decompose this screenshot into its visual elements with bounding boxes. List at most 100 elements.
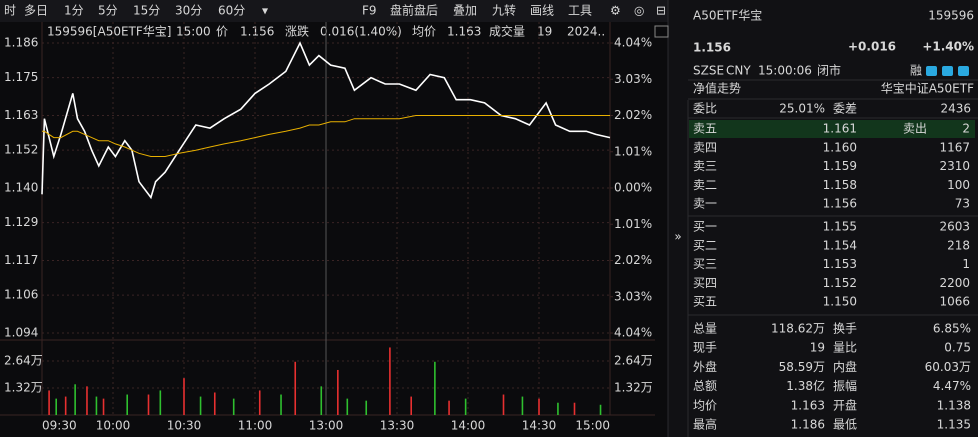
volume-bar — [126, 394, 128, 415]
bid-price: 1.153 — [823, 257, 857, 271]
tool-icon[interactable] — [942, 66, 953, 76]
y2-tick-label: 1.01% — [614, 217, 652, 231]
volume-bar — [159, 390, 162, 415]
volume-bar — [365, 400, 368, 415]
stat-label: 总额 — [693, 379, 717, 393]
nav-link[interactable]: 净值走势 — [693, 81, 741, 96]
info-text: 涨跌 — [285, 24, 309, 39]
info-text: 19 — [537, 25, 552, 39]
dropdown-icon[interactable]: ▾ — [262, 4, 268, 18]
toolbar-button[interactable]: 叠加 — [453, 4, 477, 18]
volume-bar — [147, 394, 150, 415]
volume-bar — [320, 386, 323, 415]
ask-price: 1.161 — [823, 122, 857, 136]
info-text: 15:00 — [176, 25, 211, 39]
ask-volume: 100 — [947, 178, 970, 192]
stat-value: 1.138 — [937, 398, 971, 412]
y-tick-label: 1.163 — [4, 108, 38, 122]
volume-bar — [64, 396, 67, 415]
info-text: 2024.. — [567, 25, 605, 39]
stock-name: A50ETF华宝 — [693, 9, 762, 23]
volume-bar — [410, 396, 412, 415]
stat-value: 0.75 — [944, 341, 971, 355]
toolbar-tab[interactable]: 60分 — [218, 4, 245, 18]
y2-tick-label: 3.03% — [614, 289, 652, 303]
toolbar-tab[interactable]: 时 — [4, 4, 16, 18]
meta-text: 闭市 — [817, 63, 841, 78]
volume-bar — [337, 369, 339, 415]
info-text: 0.016(1.40%) — [320, 25, 402, 39]
volume-tick-label: 1.32万 — [614, 380, 653, 394]
toolbar-button[interactable]: 盘前盘后 — [390, 3, 438, 18]
y-tick-label: 1.175 — [4, 70, 38, 84]
toolbar-tab[interactable]: 多日 — [24, 4, 48, 18]
toolbar-tab[interactable]: 15分 — [133, 4, 160, 18]
volume-bar — [502, 394, 505, 415]
y2-tick-label: 0.00% — [614, 181, 652, 195]
info-text: 159596[A50ETF华宝] — [47, 25, 171, 39]
volume-bar — [346, 398, 349, 415]
stat-label: 现手 — [693, 341, 717, 355]
ask-label: 卖四 — [693, 140, 717, 154]
bid-price: 1.150 — [823, 295, 857, 309]
stat-label: 振幅 — [833, 378, 857, 393]
order-ratio-label: 委比 — [693, 102, 717, 116]
y-tick-label: 1.152 — [4, 143, 38, 157]
stat-label: 均价 — [693, 398, 717, 412]
volume-bar — [521, 396, 524, 415]
toolbar-button[interactable]: 工具 — [568, 4, 592, 18]
ask-label: 卖五 — [693, 122, 717, 136]
order-ratio-value: 25.01% — [779, 102, 825, 116]
wp-icon[interactable] — [654, 25, 669, 38]
bid-volume: 218 — [947, 238, 970, 252]
meta-text: CNY — [726, 64, 751, 78]
tool-icon[interactable] — [926, 66, 937, 76]
y-tick-label: 1.106 — [4, 288, 38, 302]
average-line — [42, 115, 610, 157]
stat-value: 6.85% — [933, 322, 971, 336]
sell-tag[interactable]: 卖出 — [903, 122, 927, 136]
bid-label: 买三 — [693, 257, 717, 271]
ask-price: 1.160 — [823, 140, 857, 154]
volume-bar — [434, 361, 436, 415]
volume-bar — [95, 396, 98, 415]
y2-tick-label: 2.02% — [614, 108, 652, 122]
tool-icon[interactable] — [958, 66, 969, 76]
toolbar-button[interactable]: 九转 — [492, 3, 516, 18]
y2-tick-label: 1.01% — [614, 144, 652, 158]
bid-price: 1.154 — [823, 238, 857, 252]
volume-bar — [538, 398, 540, 415]
index-link[interactable]: 华宝中证A50ETF — [881, 81, 974, 96]
volume-bar — [213, 392, 216, 415]
volume-bar — [294, 361, 297, 415]
volume-bar — [74, 384, 76, 415]
expand-icon[interactable]: » — [674, 230, 681, 244]
volume-bar — [280, 394, 282, 415]
y2-tick-label: 2.02% — [614, 253, 652, 267]
y2-tick-label: 4.04% — [614, 36, 652, 50]
layout-icon[interactable]: ⊟ — [656, 4, 666, 18]
meta-text: 15:00:06 — [758, 64, 812, 78]
bid-label: 买四 — [693, 276, 717, 290]
meta-text: SZSE — [693, 64, 724, 78]
stat-value: 1.186 — [791, 418, 825, 432]
volume-bar — [258, 390, 261, 415]
stat-value: 4.47% — [933, 379, 971, 393]
volume-bar — [48, 390, 50, 415]
y-tick-label: 1.129 — [4, 215, 38, 229]
settings-icon[interactable]: ⚙ — [610, 4, 621, 18]
toolbar-tab[interactable]: 1分 — [64, 4, 84, 18]
toolbar-button[interactable]: F9 — [362, 4, 377, 18]
stat-value: 1.163 — [791, 398, 825, 412]
ask-price: 1.159 — [823, 159, 857, 173]
toolbar-tab[interactable]: 30分 — [175, 4, 202, 18]
volume-bar — [389, 347, 391, 415]
target-icon[interactable]: ◎ — [634, 4, 644, 18]
toolbar-button[interactable]: 画线 — [530, 4, 554, 18]
stat-label: 开盘 — [833, 397, 857, 412]
ask-volume: 1167 — [939, 140, 970, 154]
toolbar-tab[interactable]: 5分 — [98, 4, 118, 18]
stat-label: 最高 — [693, 417, 717, 432]
